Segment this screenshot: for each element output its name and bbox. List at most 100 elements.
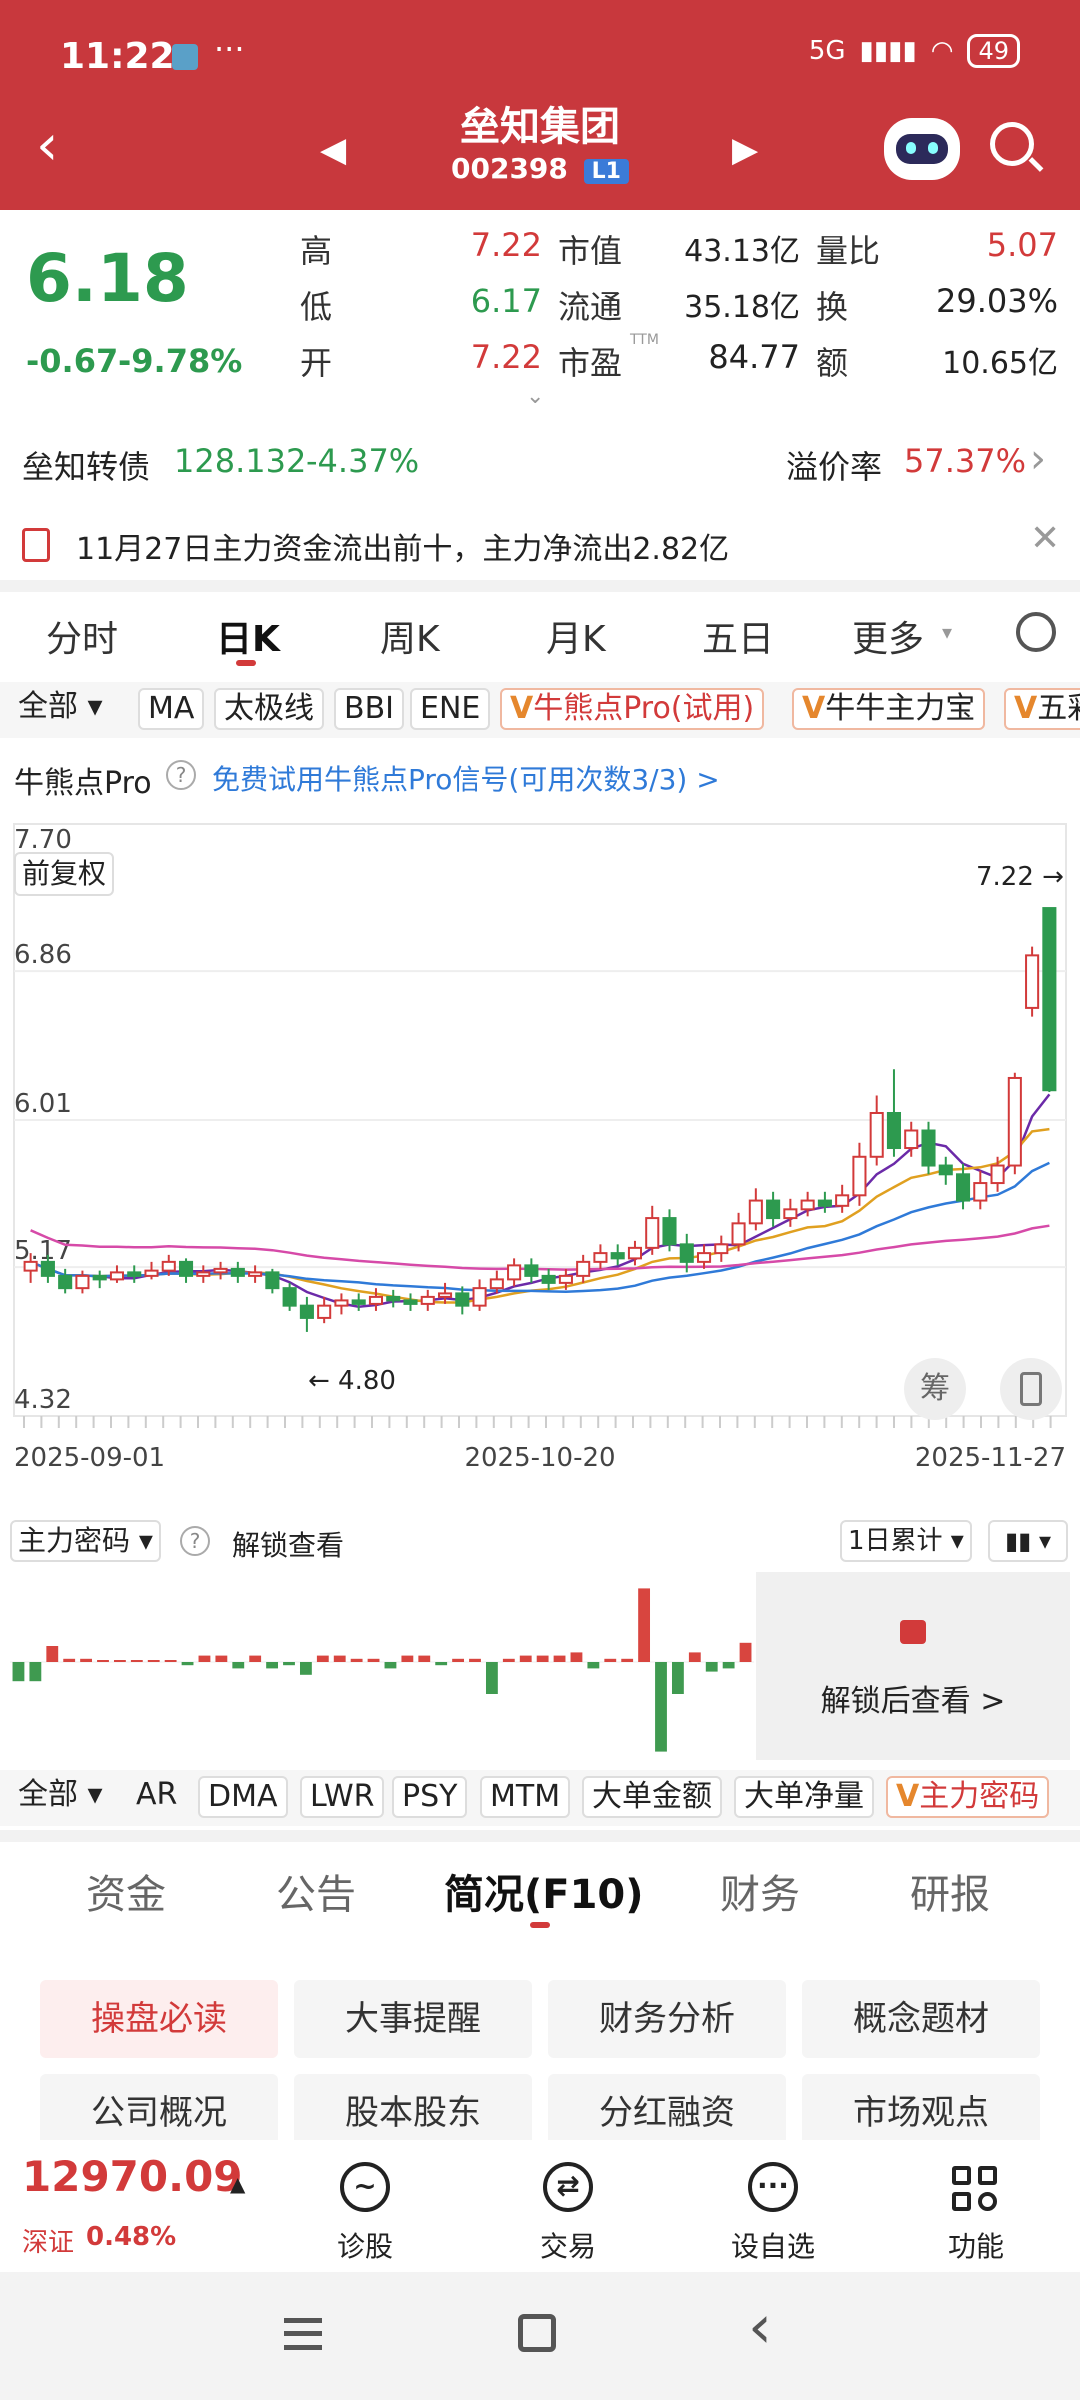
tab-f10[interactable]: 简况(F10) [444, 1872, 644, 1918]
bond-name[interactable]: 垒知转债 [22, 448, 151, 486]
tab-fenshi[interactable]: 分时 [46, 619, 119, 660]
settings-gear-icon[interactable] [1016, 612, 1056, 652]
tab-funds[interactable]: 资金 [86, 1872, 166, 1918]
candle-body [248, 1271, 263, 1277]
help-icon[interactable]: ? [166, 760, 196, 790]
indicator-lwr[interactable]: LWR [300, 1776, 385, 1818]
flow-help-icon[interactable]: ? [180, 1526, 210, 1556]
back-icon[interactable]: ‹ [36, 113, 59, 178]
index-pct: 0.48% [86, 2222, 177, 2252]
flow-indicator-dropdown[interactable]: 主力密码 ▾ [10, 1520, 161, 1562]
prev-stock-icon[interactable]: ◀ [320, 130, 347, 170]
tool-diagnose[interactable]: 诊股 [336, 2230, 393, 2263]
nav-back-icon[interactable]: ‹ [748, 2292, 772, 2362]
add-watchlist-icon[interactable]: ··· [748, 2162, 798, 2212]
dropdown-caret-icon: ▾ [942, 620, 953, 644]
next-stock-icon[interactable]: ▶ [732, 130, 759, 170]
unlock-overlay[interactable]: 解锁后查看 > [756, 1572, 1070, 1760]
pro-trial-link[interactable]: 免费试用牛熊点Pro信号(可用次数3/3) > [212, 763, 720, 796]
indicator-psy[interactable]: PSY [392, 1776, 468, 1818]
flow-bar [655, 1662, 667, 1752]
chevron-right-icon[interactable]: › [1030, 436, 1046, 482]
pe-label: 市盈 [558, 344, 623, 382]
price-change-pct: -9.78% [118, 342, 243, 380]
news-text[interactable]: 11月27日主力资金流出前十，主力净流出2.82亿 [76, 532, 730, 567]
indicator-mtm[interactable]: MTM [480, 1776, 571, 1818]
grid-must-read[interactable]: 操盘必读 [40, 1980, 278, 2058]
tab-more[interactable]: 更多 [852, 619, 925, 660]
close-icon[interactable]: ✕ [1030, 518, 1061, 559]
indicator-ma[interactable]: MA [138, 688, 205, 730]
mcap-value: 43.13亿 [684, 234, 800, 269]
adjustment-badge[interactable]: 前复权 [14, 852, 115, 896]
tool-add-watchlist[interactable]: 设自选 [730, 2230, 815, 2263]
flow-bar [215, 1655, 228, 1662]
home-icon[interactable] [518, 2314, 556, 2352]
price-change: -0.67 [26, 342, 119, 380]
candle-body [1025, 954, 1040, 1009]
tab-five-day[interactable]: 五日 [702, 619, 775, 660]
search-icon[interactable] [990, 122, 1034, 166]
candle [351, 1293, 366, 1311]
landscape-rotate-icon[interactable] [1000, 1358, 1062, 1420]
indicator-main-code[interactable]: V主力密码 [886, 1776, 1050, 1818]
indicator-big-order-net[interactable]: 大单净量 [734, 1776, 874, 1818]
trade-icon[interactable]: ⇄ [543, 2162, 593, 2212]
indicator2-all-dropdown[interactable]: 全部 ▾ [10, 1776, 111, 1818]
candle-body [748, 1199, 763, 1225]
tool-trade[interactable]: 交易 [539, 2230, 596, 2263]
grid-dividends[interactable]: 分红融资 [548, 2074, 786, 2152]
flow-period-dropdown[interactable]: 1日累计 ▾ [840, 1520, 972, 1562]
indicator-ar[interactable]: AR [128, 1776, 186, 1818]
indicator-taiji[interactable]: 太极线 [214, 688, 324, 730]
grid-concepts[interactable]: 概念题材 [802, 1980, 1040, 2058]
indicator-big-order-amount[interactable]: 大单金额 [582, 1776, 722, 1818]
tab-research[interactable]: 研报 [910, 1872, 990, 1918]
indicator-bbi[interactable]: BBI [334, 688, 405, 730]
flow-bar [671, 1662, 684, 1694]
expand-chevron-icon[interactable]: ⌄ [526, 384, 545, 409]
bar-chart-toggle-icon[interactable]: ▮▮ ▾ [988, 1520, 1068, 1562]
low-price-label: ← 4.80 [308, 1366, 396, 1396]
vol-ratio-value: 5.07 [986, 226, 1058, 264]
menu-icon[interactable] [284, 2318, 322, 2350]
tab-weekly-k[interactable]: 周K [380, 619, 440, 660]
tab-finance[interactable]: 财务 [720, 1872, 800, 1918]
candle [40, 1254, 55, 1283]
candle [593, 1244, 608, 1269]
grid-events[interactable]: 大事提醒 [294, 1980, 532, 2058]
candle-body [1007, 1076, 1022, 1167]
candle-body [576, 1260, 591, 1277]
grid-financial-analysis[interactable]: 财务分析 [548, 1980, 786, 2058]
assistant-robot-icon[interactable] [884, 118, 960, 180]
indicator-all-dropdown[interactable]: 全部 ▾ [10, 688, 111, 730]
functions-grid-icon[interactable] [952, 2166, 998, 2212]
candle [437, 1282, 453, 1304]
grid-company-profile[interactable]: 公司概况 [40, 2074, 278, 2152]
flow-bar [164, 1660, 177, 1662]
flow-bar [147, 1660, 160, 1662]
grid-shareholders[interactable]: 股本股东 [294, 2074, 532, 2152]
tab-monthly-k[interactable]: 月K [546, 619, 606, 660]
grid-market-views[interactable]: 市场观点 [802, 2074, 1040, 2152]
pro-label: 牛熊点Pro [14, 766, 152, 801]
indicator-niuniu[interactable]: V牛牛主力宝 [792, 688, 986, 730]
section-divider-2 [0, 1830, 1080, 1842]
candle [576, 1254, 591, 1283]
chip-distribution-button[interactable]: 筹 [904, 1358, 966, 1420]
turnover-label: 换 [816, 288, 849, 326]
indicator-dma[interactable]: DMA [198, 1776, 288, 1818]
candle [196, 1265, 211, 1283]
indicator-ene[interactable]: ENE [410, 688, 491, 730]
flow-unlock-link[interactable]: 解锁查看 [232, 1529, 345, 1562]
tool-functions[interactable]: 功能 [947, 2230, 1004, 2263]
tab-daily-k[interactable]: 日K [216, 619, 280, 660]
indicator-niuxiong-pro[interactable]: V牛熊点Pro(试用) [500, 688, 765, 730]
tab-announcements[interactable]: 公告 [276, 1872, 356, 1918]
diagnose-icon[interactable]: ~ [340, 2162, 390, 2212]
index-value[interactable]: 12970.09 [22, 2152, 243, 2201]
candle-body [593, 1252, 608, 1263]
indicator-wucai[interactable]: V五彩 [1004, 688, 1080, 730]
candle-body [178, 1260, 194, 1277]
